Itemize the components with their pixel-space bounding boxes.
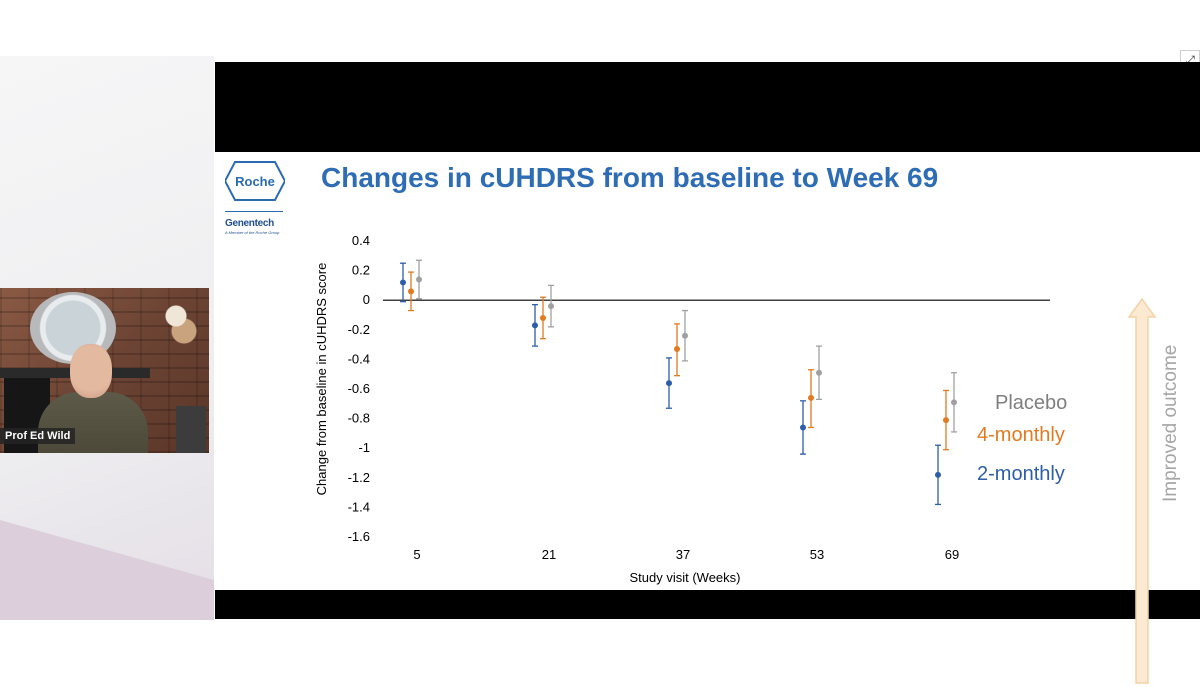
data-point [935, 471, 941, 478]
x-tick-label: 37 [676, 547, 690, 562]
x-tick-label: 5 [413, 547, 420, 562]
data-point [548, 303, 554, 310]
data-point [943, 417, 949, 424]
data-point [666, 380, 672, 387]
genentech-logo-subtitle: A Member of the Roche Group [225, 230, 280, 235]
y-tick-label: -0.4 [348, 351, 370, 366]
y-tick-label: -0.6 [348, 381, 370, 396]
genentech-logo: Genentech A Member of the Roche Group [225, 218, 295, 235]
cuhdrs-chart: 0.4 0.2 0 -0.2 -0.4 -0.6 -0.8 -1 -1.2 -1.4 -1.6 5 21… [314, 233, 1050, 585]
roche-logo-text: Roche [235, 174, 275, 189]
data-point [416, 276, 422, 283]
legend-two-monthly: 2-monthly [977, 463, 1065, 485]
roche-logo: Roche [225, 161, 285, 201]
x-tick-label: 21 [542, 547, 556, 562]
data-point [951, 399, 957, 406]
y-tick-label: -0.2 [348, 322, 370, 337]
speaker-name-tag: Prof Ed Wild [0, 428, 76, 444]
legend-placebo: Placebo [995, 392, 1068, 414]
x-tick-label: 69 [945, 547, 959, 562]
slide-title: Changes in cUHDRS from baseline to Week … [321, 162, 939, 193]
data-point [540, 314, 546, 321]
speaker-head [70, 344, 112, 398]
data-point [816, 369, 822, 376]
y-tick-label: -0.8 [348, 411, 370, 426]
data-point [800, 424, 806, 431]
data-point [400, 279, 406, 286]
data-point [682, 332, 688, 339]
y-tick-label: -1.4 [348, 499, 370, 514]
y-tick-label: 0 [363, 292, 370, 307]
x-axis-label: Study visit (Weeks) [629, 570, 740, 585]
webcam-flowers [160, 298, 200, 358]
logo-divider [225, 211, 283, 212]
y-tick-label: 0.4 [352, 233, 370, 248]
presentation-slide: Roche Genentech A Member of the Roche Gr… [215, 152, 1200, 684]
y-axis-label: Change from baseline in cUHDRS score [314, 263, 329, 496]
y-tick-label: 0.2 [352, 263, 370, 278]
data-point [532, 322, 538, 329]
webcam-vase [176, 406, 206, 453]
data-point [674, 346, 680, 353]
y-tick-label: -1 [358, 440, 370, 455]
data-point [808, 394, 814, 401]
y-tick-label: -1.6 [348, 529, 370, 544]
legend-four-monthly: 4-monthly [977, 424, 1065, 446]
y-tick-label: -1.2 [348, 470, 370, 485]
improved-outcome-label: Improved outcome [1160, 344, 1181, 502]
improved-outcome-arrow-icon [1127, 297, 1157, 684]
x-tick-label: 53 [810, 547, 824, 562]
genentech-logo-text: Genentech [225, 218, 274, 229]
data-point [408, 288, 414, 295]
speaker-webcam: Prof Ed Wild [0, 288, 209, 453]
